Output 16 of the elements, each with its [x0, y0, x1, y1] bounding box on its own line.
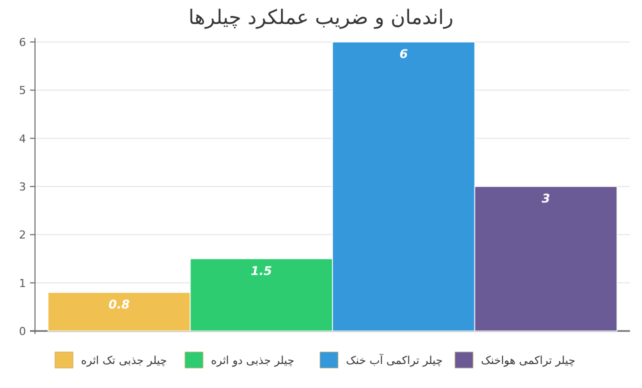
y-tick-label: 2: [19, 228, 26, 242]
legend-label: چیلر جذبی تک اثره: [81, 354, 167, 367]
data-label: 3: [542, 192, 550, 206]
y-tick-label: 0: [19, 325, 26, 338]
y-tick-label: 3: [19, 180, 26, 194]
y-tick-label: 4: [19, 132, 26, 146]
data-label: 0.8: [108, 297, 130, 312]
legend-label: چیلر تراکمی هواخنک: [481, 354, 576, 367]
chart-title: راندمان و ضریب عملکرد چیلرها: [188, 5, 454, 29]
data-label: 1.5: [250, 264, 272, 278]
y-tick-label: 6: [19, 36, 26, 49]
data-label: 6: [399, 47, 408, 61]
y-tick-label: 5: [19, 84, 26, 98]
y-tick-label: 1: [19, 276, 26, 290]
legend-label: چیلر تراکمی آب خنک: [346, 353, 443, 367]
legend-label: چیلر جذبی دو اثره: [211, 354, 294, 367]
